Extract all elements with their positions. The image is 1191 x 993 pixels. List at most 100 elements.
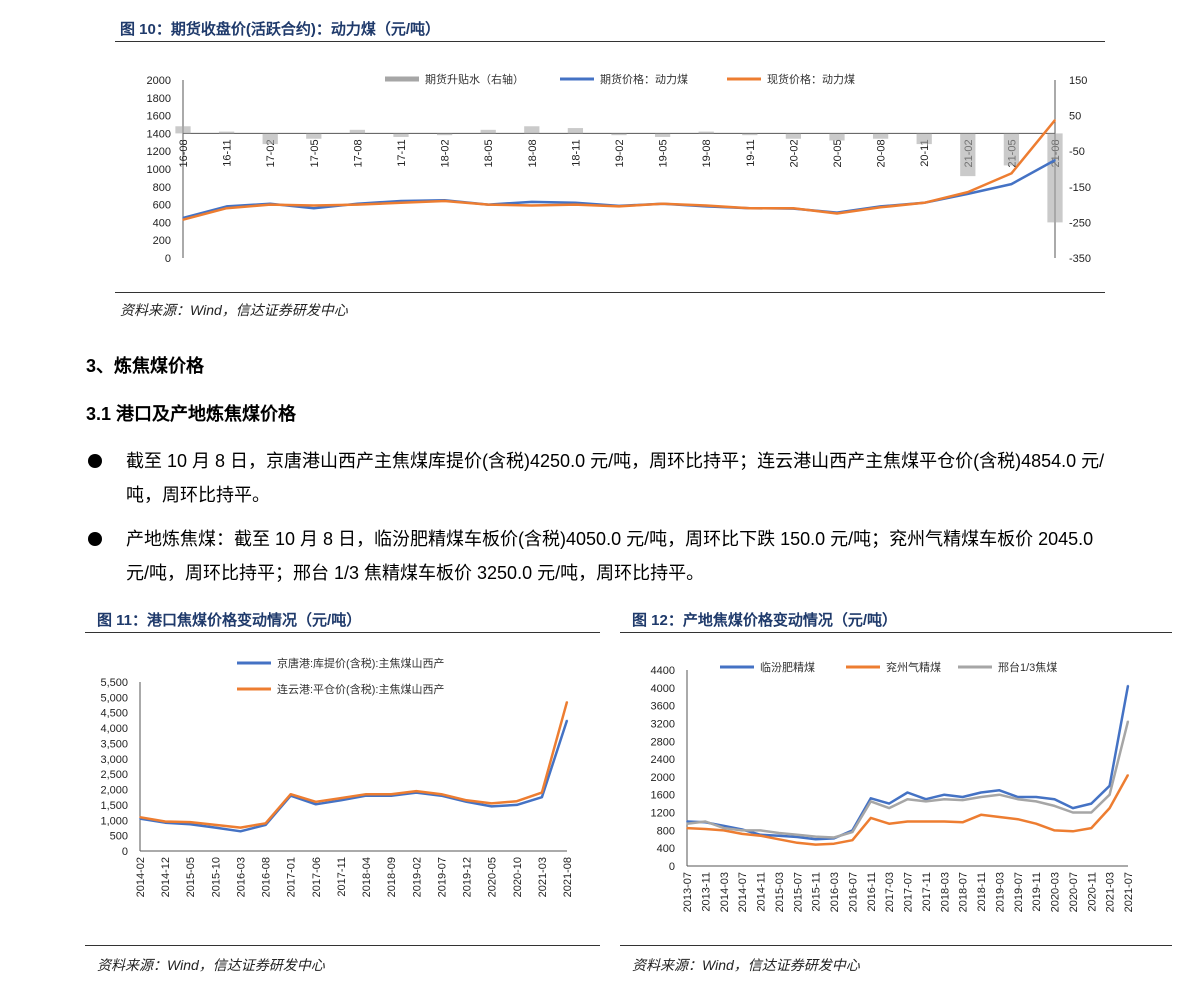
fig10-chart: 0 200 400 600 800 1000 1200 1400 1600 1800 2000 -35… [147, 72, 1092, 265]
data-point [1010, 172, 1013, 175]
data-point [1035, 800, 1037, 803]
y-tick-label: 2,000 [100, 785, 128, 797]
x-tick-label: 2020-05 [487, 857, 499, 897]
data-point [888, 822, 890, 825]
data-point [704, 828, 707, 830]
data-point [741, 833, 743, 835]
data-point [289, 793, 292, 795]
x-tick-label: 18-05 [483, 139, 495, 167]
data-point [400, 202, 402, 204]
y-tick-label: 400 [153, 217, 171, 229]
series-line-1 [139, 701, 569, 829]
data-point [980, 813, 982, 816]
data-point [214, 826, 217, 829]
x-tick-label: 18-02 [440, 139, 452, 167]
y2-tick-label: -150 [1069, 182, 1091, 194]
bar-mark [349, 129, 366, 134]
x-tick-label: 2015-10 [210, 857, 222, 897]
data-point [515, 804, 518, 806]
data-point [906, 791, 909, 794]
legend-label-0: 京唐港:库提价(含税):主焦煤山西产 [277, 656, 444, 670]
data-point [888, 807, 890, 809]
data-point [686, 822, 688, 825]
x-tick-label: 2019-11 [1031, 872, 1043, 912]
data-point [980, 791, 982, 794]
data-point [1053, 798, 1056, 800]
data-point [1090, 827, 1093, 829]
data-point [1016, 798, 1019, 800]
data-point [365, 793, 367, 795]
data-point [164, 820, 166, 823]
y-tick-label: 1600 [651, 790, 675, 802]
bar-mark [916, 133, 932, 145]
data-point [1108, 807, 1111, 809]
y-tick-label: 2800 [651, 736, 675, 748]
data-point [1090, 811, 1093, 814]
x-tick-label: 2014-03 [719, 872, 731, 912]
data-point [313, 207, 315, 209]
data-point [515, 800, 518, 803]
data-point [225, 205, 228, 208]
data-point [443, 200, 446, 202]
legend-label-1: 兖州气精煤 [886, 660, 941, 674]
fig11-title: 图 11：港口焦煤价格变动情况（元/吨） [97, 612, 362, 629]
data-point [440, 793, 443, 795]
x-tick-label: 2021-08 [562, 857, 574, 897]
bar-mark [654, 133, 671, 137]
x-tick-label: 2016-03 [235, 857, 247, 897]
x-tick-label: 2019-07 [1013, 872, 1025, 912]
x-tick-label: 17-05 [309, 139, 321, 167]
paragraph-origin-prices: 产地炼焦煤：截至 10 月 8 日，临汾肥精煤车板价(含税)4050.0 元/吨… [126, 529, 1094, 583]
bar-mark [524, 126, 540, 134]
bar-mark [872, 133, 889, 139]
data-point [778, 838, 780, 841]
series-line-0 [139, 720, 569, 833]
y-tick-label: 2400 [651, 754, 675, 766]
data-point [264, 822, 267, 825]
data-point [961, 821, 964, 824]
data-point [923, 202, 925, 204]
data-point [313, 204, 315, 207]
y-tick-label: 500 [110, 831, 128, 843]
data-point [340, 797, 342, 799]
x-tick-label: 19-05 [658, 139, 670, 167]
data-point [531, 201, 533, 203]
x-tick-label: 19-02 [614, 139, 626, 167]
y-tick-label: 5,000 [100, 692, 128, 704]
x-tick-label: 2019-07 [436, 857, 448, 897]
data-point [182, 218, 184, 221]
x-tick-label: 20-11 [919, 139, 931, 166]
bar-mark [567, 128, 584, 134]
data-point [925, 798, 927, 800]
y-tick-label: 3,500 [100, 738, 128, 750]
data-point [906, 820, 909, 823]
fig10-title: 图 10：期货收盘价(活跃合约)：动力煤（元/吨） [120, 21, 441, 38]
x-tick-label: 20-08 [876, 139, 888, 167]
y-tick-label: 0 [122, 846, 128, 858]
data-point [189, 821, 192, 823]
paragraph-port-prices: 截至 10 月 8 日，京唐港山西产主焦煤库提价(含税)4250.0 元/吨，周… [126, 451, 1105, 505]
data-point [1035, 796, 1037, 798]
data-point [1072, 830, 1074, 833]
x-tick-label: 2014-07 [737, 872, 749, 912]
legend-label-1: 连云港:平仓价(含税):主焦煤山西产 [277, 682, 444, 696]
x-tick-label: 2013-07 [682, 872, 694, 912]
fig11-bottom-rule [85, 945, 600, 946]
x-tick-label: 2021-07 [1123, 872, 1135, 912]
data-point [925, 800, 927, 803]
data-point [759, 829, 762, 832]
data-point [487, 203, 490, 206]
data-point [796, 836, 799, 838]
data-point [1016, 796, 1019, 798]
data-point [814, 843, 817, 846]
data-point [998, 793, 1001, 796]
x-tick-label: 2015-07 [792, 872, 804, 912]
data-point [705, 204, 707, 207]
x-tick-label: 19-11 [745, 139, 757, 166]
x-tick-label: 16-08 [178, 139, 190, 167]
data-point [490, 802, 493, 805]
bullet-dot-2 [88, 532, 102, 546]
x-tick-label: 17-02 [265, 139, 277, 167]
legend-label-0: 期货升贴水（右轴） [425, 72, 524, 86]
data-point [888, 802, 890, 805]
